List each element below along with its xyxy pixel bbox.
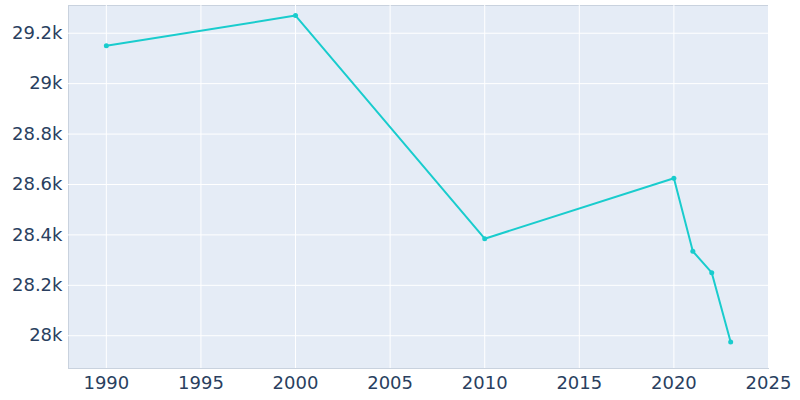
svg-text:28.2k: 28.2k [12,274,63,295]
svg-text:2010: 2010 [462,372,508,393]
svg-text:28.6k: 28.6k [12,173,63,194]
svg-text:28.4k: 28.4k [12,224,63,245]
svg-text:1995: 1995 [178,372,224,393]
svg-text:29k: 29k [29,72,63,93]
svg-text:2025: 2025 [746,372,792,393]
svg-text:2000: 2000 [273,372,319,393]
svg-text:29.2k: 29.2k [12,22,63,43]
svg-text:2020: 2020 [651,372,697,393]
svg-text:2015: 2015 [556,372,602,393]
svg-text:2005: 2005 [367,372,413,393]
svg-text:28.8k: 28.8k [12,123,63,144]
svg-text:1990: 1990 [83,372,129,393]
svg-text:28k: 28k [29,324,63,345]
